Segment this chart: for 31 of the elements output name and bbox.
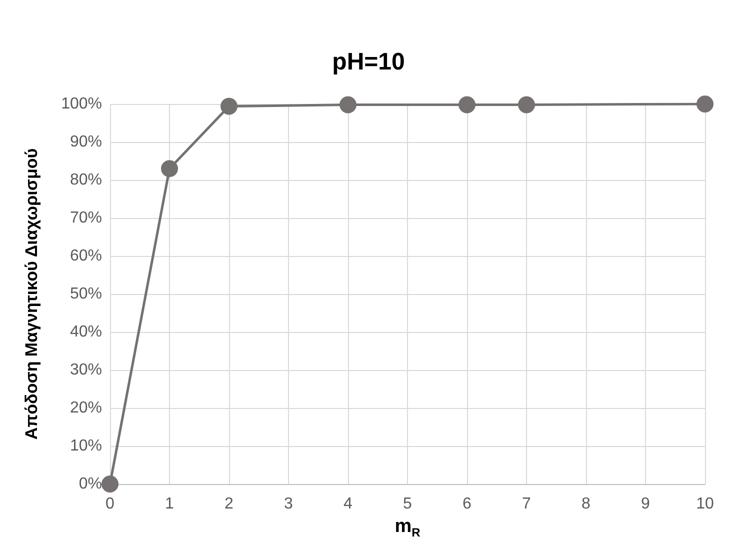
chart-title: pH=10 bbox=[332, 48, 405, 76]
point bbox=[161, 160, 178, 178]
x-tick-label: 8 bbox=[582, 496, 591, 512]
x-tick-label: 1 bbox=[165, 496, 174, 512]
point bbox=[458, 96, 476, 114]
x-tick-label: 2 bbox=[224, 496, 234, 512]
y-tick-label: 40% bbox=[70, 324, 102, 340]
point bbox=[102, 476, 118, 492]
y-tick-label: 20% bbox=[70, 400, 102, 416]
y-tick-label: 30% bbox=[70, 362, 102, 378]
x-tick-label: 9 bbox=[641, 496, 650, 512]
y-tick-label: 90% bbox=[70, 134, 102, 150]
y-axis-title: Απόδοση Μαγνητικού Διαχωρισμού bbox=[22, 148, 41, 440]
y-tick-label: 60% bbox=[70, 248, 102, 264]
x-tick-label: 4 bbox=[344, 496, 353, 512]
x-tick-label: 0 bbox=[106, 496, 115, 512]
point bbox=[340, 96, 356, 114]
y-tick-label: 10% bbox=[70, 438, 102, 454]
x-tick-label: 6 bbox=[462, 496, 472, 512]
x-tick-label: 5 bbox=[403, 496, 412, 512]
x-tick-label: 7 bbox=[522, 496, 532, 512]
point bbox=[518, 96, 535, 114]
y-tick-label: 80% bbox=[70, 172, 102, 188]
y-tick-label: 100% bbox=[61, 96, 102, 112]
point bbox=[696, 96, 714, 112]
x-tick-label: 3 bbox=[284, 496, 294, 512]
y-tick-label: 70% bbox=[70, 210, 102, 226]
y-tick-label: 50% bbox=[70, 286, 102, 302]
point bbox=[220, 98, 238, 115]
x-tick-label: 10 bbox=[696, 496, 714, 512]
y-tick-label: 0% bbox=[78, 476, 102, 492]
